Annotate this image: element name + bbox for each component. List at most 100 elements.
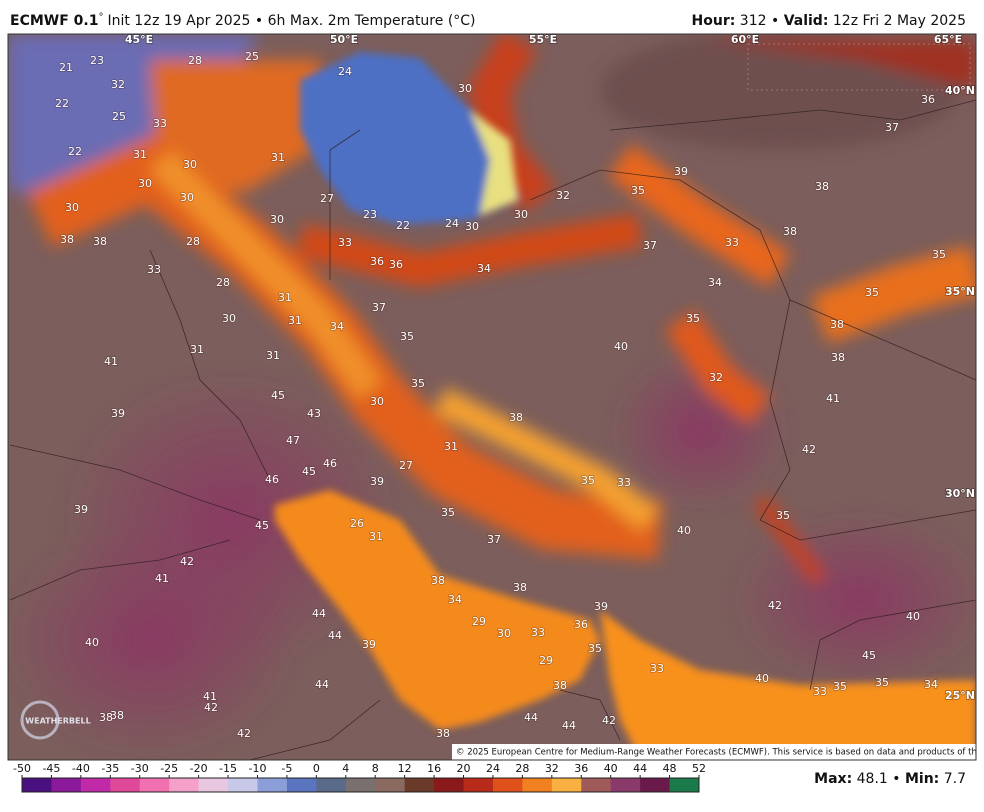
- temperature-label: 38: [99, 711, 113, 724]
- colorbar-tick-label: 32: [545, 762, 559, 775]
- temperature-label: 38: [436, 727, 450, 740]
- colorbar-tick-label: 20: [457, 762, 471, 775]
- colorbar-tick-label: -5: [281, 762, 292, 775]
- longitude-label: 45°E: [125, 33, 153, 46]
- temperature-label: 25: [245, 50, 259, 63]
- colorbar-tick-label: 12: [398, 762, 412, 775]
- temperature-label: 38: [509, 411, 523, 424]
- colorbar-cell: [375, 778, 406, 792]
- colorbar-cell: [198, 778, 229, 792]
- temperature-label: 39: [594, 600, 608, 613]
- temperature-label: 23: [90, 54, 104, 67]
- temperature-label: 27: [320, 192, 334, 205]
- temperature-label: 39: [370, 475, 384, 488]
- temperature-label: 44: [562, 719, 576, 732]
- temperature-label: 35: [875, 676, 889, 689]
- latitude-label: 35°N: [945, 285, 975, 298]
- colorbar-cell: [51, 778, 82, 792]
- min-label: Min:: [905, 771, 939, 787]
- temperature-label: 44: [328, 629, 342, 642]
- colorbar-tick-label: 52: [692, 762, 706, 775]
- temperature-label: 40: [755, 672, 769, 685]
- temperature-label: 35: [686, 312, 700, 325]
- temperature-label: 35: [400, 330, 414, 343]
- colorbar-cell: [551, 778, 582, 792]
- model: ECMWF 0.1: [10, 13, 98, 29]
- temperature-label: 37: [487, 533, 501, 546]
- separator: •: [771, 13, 779, 29]
- temperature-label: 33: [650, 662, 664, 675]
- colorbar-tick-label: 28: [515, 762, 529, 775]
- temperature-label: 44: [312, 607, 326, 620]
- temperature-label: 35: [865, 286, 879, 299]
- colorbar-cell: [434, 778, 465, 792]
- temperature-label: 41: [155, 572, 169, 585]
- colorbar-tick-label: -20: [190, 762, 208, 775]
- temperature-label: 45: [271, 389, 285, 402]
- temperature-label: 36: [389, 258, 403, 271]
- temperature-label: 33: [531, 626, 545, 639]
- max-value: 48.1: [857, 771, 888, 787]
- colorbar-cell: [610, 778, 641, 792]
- colorbar-cell: [581, 778, 612, 792]
- colorbar-tick-label: -35: [101, 762, 119, 775]
- stats-separator: •: [892, 771, 900, 787]
- temperature-label: 42: [180, 555, 194, 568]
- hour: 312: [740, 13, 767, 29]
- temperature-label: 43: [307, 407, 321, 420]
- temperature-label: 30: [65, 201, 79, 214]
- colorbar-cell: [228, 778, 258, 792]
- colorbar-cell: [169, 778, 200, 792]
- temperature-label: 22: [68, 145, 82, 158]
- temperature-label: 45: [255, 519, 269, 532]
- colorbar-tick-label: -10: [248, 762, 266, 775]
- temperature-label: 22: [55, 97, 69, 110]
- header-left: ECMWF 0.1° Init 12z 19 Apr 2025 • 6h Max.…: [10, 12, 476, 29]
- temperature-label: 35: [833, 680, 847, 693]
- temperature-label: 34: [448, 593, 462, 606]
- temperature-label: 27: [399, 459, 413, 472]
- temperature-label: 39: [674, 165, 688, 178]
- temperature-label: 22: [396, 219, 410, 232]
- map-frame: [7, 33, 977, 761]
- colorbar-cell: [257, 778, 288, 792]
- colorbar-cell: [404, 778, 435, 792]
- temperature-label: 40: [614, 340, 628, 353]
- longitude-label: 50°E: [330, 33, 358, 46]
- temperature-label: 28: [188, 54, 202, 67]
- temperature-label: 35: [776, 509, 790, 522]
- latitude-label: 25°N: [945, 689, 975, 702]
- colorbar-cell: [22, 778, 52, 792]
- colorbar-cell: [139, 778, 170, 792]
- temperature-label: 38: [831, 351, 845, 364]
- temperature-label: 33: [147, 263, 161, 276]
- temperature-label: 35: [411, 377, 425, 390]
- temperature-label: 40: [906, 610, 920, 623]
- temperature-label: 47: [286, 434, 300, 447]
- colorbar-cell: [345, 778, 376, 792]
- colorbar-cell: [463, 778, 494, 792]
- temperature-label: 31: [288, 314, 302, 327]
- temperature-label: 31: [133, 148, 147, 161]
- temperature-label: 37: [643, 239, 657, 252]
- temperature-label: 36: [370, 255, 384, 268]
- temperature-label: 42: [204, 701, 218, 714]
- temperature-label: 45: [862, 649, 876, 662]
- temperature-label: 31: [190, 343, 204, 356]
- colorbar-cell: [286, 778, 317, 792]
- temperature-label: 21: [59, 61, 73, 74]
- temperature-label: 38: [431, 574, 445, 587]
- stats: Max: 48.1 • Min: 7.7: [814, 771, 966, 787]
- copyright-box: [452, 744, 976, 760]
- temperature-label: 38: [60, 233, 74, 246]
- temperature-label: 30: [370, 395, 384, 408]
- temperature-label: 30: [465, 220, 479, 233]
- colorbar-cell: [316, 778, 347, 792]
- colorbar-tick-label: 4: [342, 762, 349, 775]
- temperature-label: 38: [110, 709, 124, 722]
- colorbar-tick-label: 24: [486, 762, 500, 775]
- temperature-label: 31: [271, 151, 285, 164]
- temperature-label: 41: [203, 690, 217, 703]
- temperature-label: 31: [444, 440, 458, 453]
